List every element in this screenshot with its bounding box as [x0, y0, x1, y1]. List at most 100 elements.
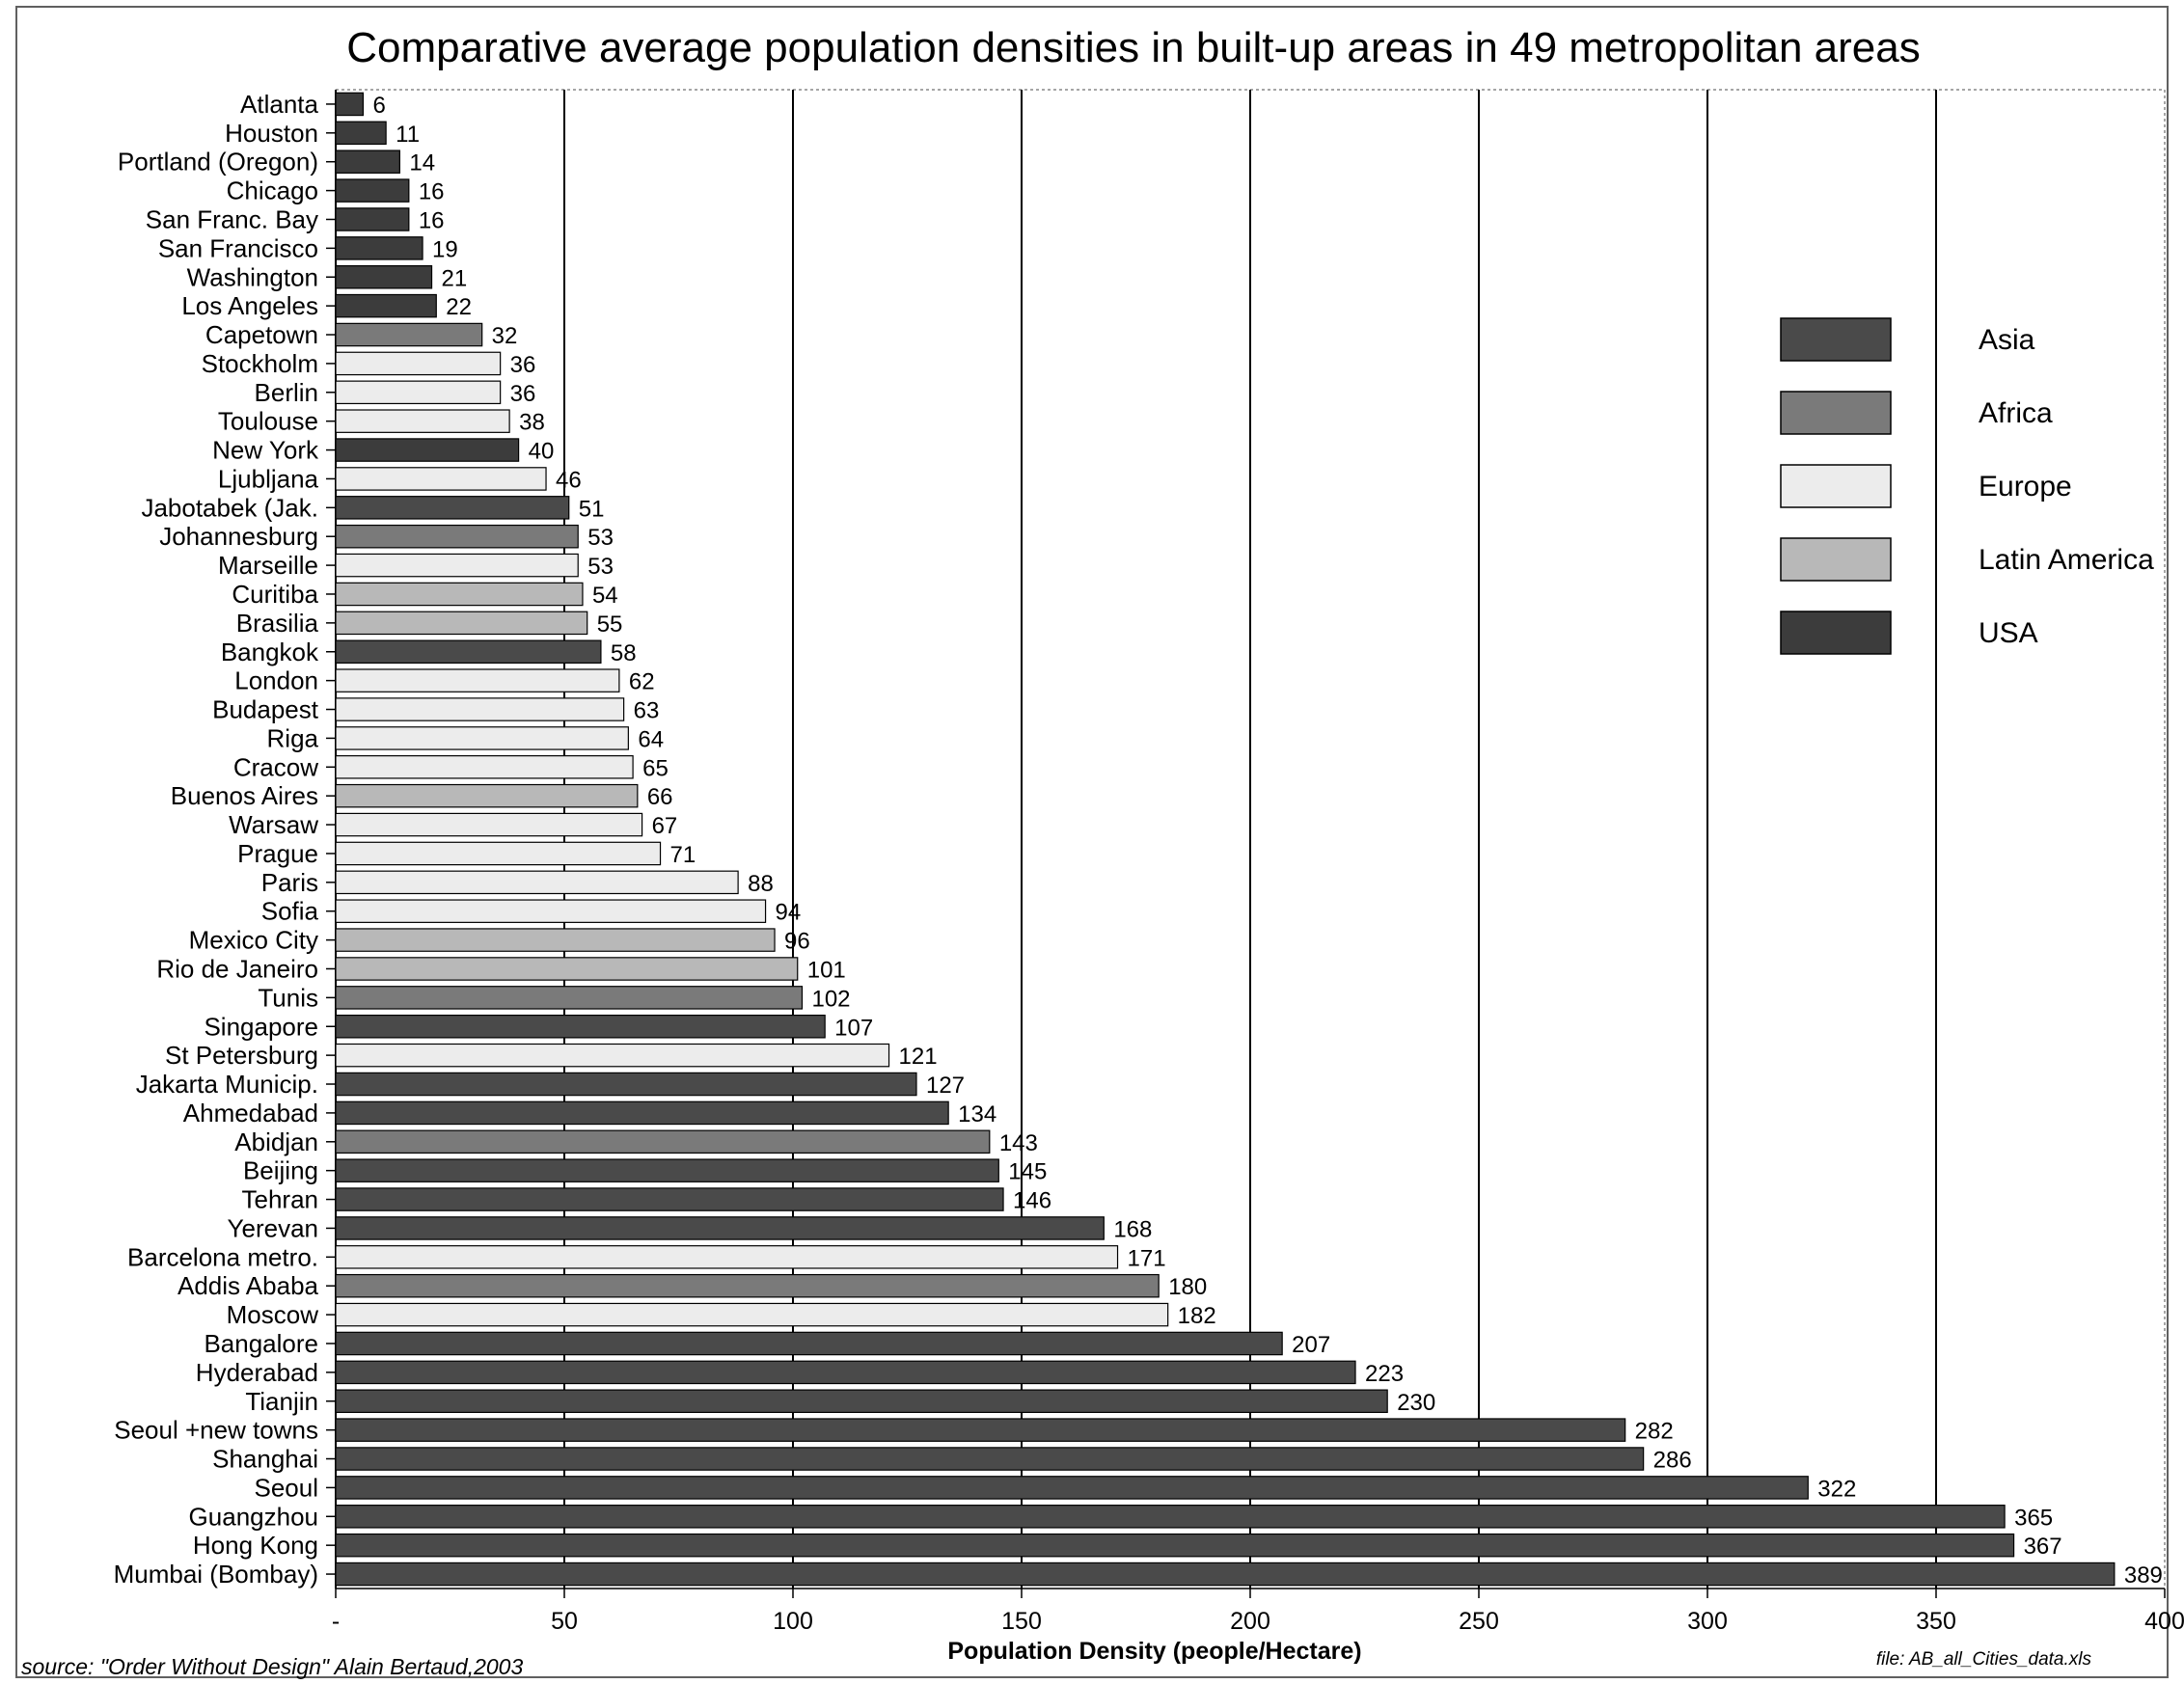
bar: [335, 1533, 2015, 1558]
value-label: 143: [999, 1130, 1038, 1156]
category-label: Ahmedabad: [183, 1099, 318, 1127]
category-label: Chicago: [227, 177, 318, 205]
category-label: Prague: [237, 839, 318, 868]
category-label: Barcelona metro.: [127, 1242, 318, 1271]
category-label: Curitiba: [232, 580, 318, 609]
bar: [335, 899, 767, 923]
bar: [335, 928, 776, 952]
x-tick-label: 150: [1001, 1608, 1042, 1635]
category-label: Portland (Oregon): [118, 148, 318, 177]
bar: [335, 755, 634, 779]
category-label: Abidjan: [234, 1127, 318, 1156]
value-label: 64: [638, 726, 664, 752]
value-label: 365: [2014, 1505, 2053, 1531]
value-label: 121: [899, 1044, 938, 1070]
value-label: 65: [642, 755, 669, 781]
x-tick-label: 200: [1230, 1608, 1270, 1635]
bar: [335, 409, 510, 433]
value-label: 96: [784, 929, 810, 955]
bar: [335, 236, 423, 260]
bar: [335, 611, 588, 636]
bar: [335, 524, 579, 549]
x-tick-label: 300: [1687, 1608, 1728, 1635]
bar: [335, 1476, 1809, 1500]
value-label: 134: [958, 1101, 996, 1127]
bar: [335, 1014, 826, 1039]
x-tick-label: -: [332, 1608, 340, 1635]
bar: [335, 1129, 991, 1154]
value-label: 171: [1128, 1245, 1166, 1271]
category-label: San Francisco: [158, 233, 318, 262]
category-label: London: [234, 666, 318, 695]
value-label: 67: [652, 813, 678, 839]
category-label: Hyderabad: [196, 1358, 318, 1387]
value-label: 53: [587, 525, 614, 551]
value-label: 71: [670, 842, 696, 868]
bar: [335, 1216, 1105, 1240]
bar: [335, 1100, 949, 1126]
value-label: 14: [409, 150, 435, 177]
category-label: Tianjin: [245, 1387, 318, 1416]
category-label: Bangkok: [221, 638, 319, 666]
bar: [335, 668, 620, 693]
category-label: Berlin: [255, 378, 318, 407]
bar: [335, 293, 437, 318]
category-label: Cracow: [233, 752, 318, 781]
value-label: 16: [419, 207, 445, 233]
bar: [335, 92, 365, 117]
value-label: 38: [519, 410, 545, 436]
category-label: Beijing: [243, 1156, 318, 1185]
bar: [335, 351, 502, 376]
bar: [335, 380, 502, 405]
bar: [335, 582, 584, 607]
x-tick-label: 100: [773, 1608, 813, 1635]
category-label: Washington: [187, 262, 318, 291]
value-label: 207: [1292, 1332, 1330, 1358]
legend-label: Africa: [1979, 397, 2053, 429]
x-axis-label: Population Density (people/Hectare): [947, 1638, 1361, 1665]
bar: [335, 1302, 1169, 1327]
value-label: 46: [556, 467, 582, 493]
value-label: 63: [634, 698, 660, 724]
category-label: Marseille: [218, 551, 318, 580]
value-label: 53: [587, 554, 614, 580]
value-label: 21: [442, 265, 468, 291]
bar: [335, 1360, 1356, 1385]
bar: [335, 1447, 1645, 1471]
category-label: Hong Kong: [193, 1531, 318, 1560]
bar: [335, 697, 625, 721]
bar: [335, 1072, 917, 1097]
bar: [335, 1273, 1160, 1298]
category-label: Paris: [261, 868, 318, 897]
category-label: Johannesburg: [159, 522, 318, 551]
category-label: Riga: [267, 723, 319, 752]
bar: [335, 207, 410, 231]
category-label: Ljubljana: [218, 464, 319, 493]
category-label: Tehran: [242, 1185, 319, 1214]
value-label: 94: [776, 900, 802, 926]
value-label: 145: [1008, 1159, 1047, 1185]
value-label: 389: [2124, 1562, 2163, 1589]
value-label: 223: [1365, 1361, 1404, 1387]
bar: [335, 149, 400, 174]
value-label: 168: [1113, 1216, 1152, 1242]
value-label: 101: [807, 957, 846, 983]
category-label: Singapore: [204, 1012, 318, 1041]
value-label: 180: [1168, 1274, 1207, 1300]
bar: [335, 467, 547, 491]
bar: [335, 812, 643, 837]
category-label: New York: [212, 436, 319, 465]
category-label: Tunis: [258, 983, 318, 1012]
category-label: Yerevan: [228, 1213, 318, 1242]
bar: [335, 1505, 2006, 1529]
value-label: 102: [811, 986, 850, 1012]
value-label: 282: [1635, 1419, 1674, 1445]
bar: [335, 986, 804, 1010]
category-label: Moscow: [227, 1300, 319, 1329]
category-label: Jabotabek (Jak.: [141, 493, 318, 522]
category-label: San Franc. Bay: [146, 204, 318, 233]
value-label: 36: [510, 381, 536, 407]
value-label: 51: [579, 496, 605, 522]
category-label: Los Angeles: [181, 291, 318, 320]
bar: [335, 1562, 2116, 1587]
